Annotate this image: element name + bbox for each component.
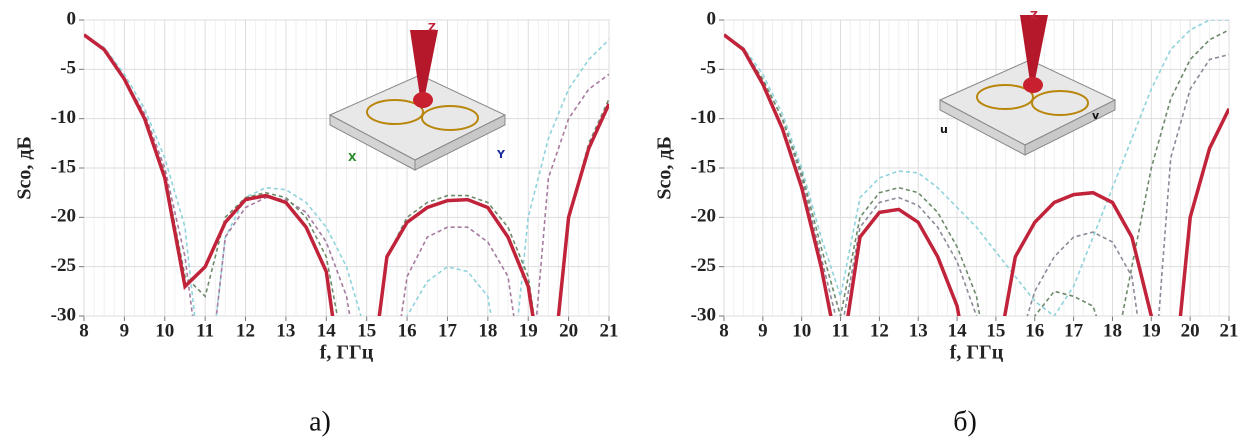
x-tick-label: 19 — [519, 320, 538, 341]
inset-label: u — [940, 123, 948, 136]
caption: а) — [309, 406, 331, 437]
x-tick-label: 11 — [196, 320, 214, 341]
inset-loop — [1031, 90, 1089, 116]
y-tick-label: -10 — [691, 107, 716, 128]
x-tick-label: 9 — [758, 320, 768, 341]
inset-loop — [366, 99, 424, 125]
inset-loop — [421, 105, 479, 131]
x-tick-label: 14 — [317, 320, 337, 341]
x-tick-label: 21 — [1220, 320, 1239, 341]
x-tick-label: 16 — [398, 320, 417, 341]
x-tick-label: 12 — [870, 320, 889, 341]
x-tick-label: 9 — [120, 320, 130, 341]
y-tick-label: -20 — [691, 206, 716, 227]
series-line — [84, 34, 609, 316]
x-tick-label: 11 — [832, 320, 850, 341]
inset-lobe-base — [1023, 77, 1043, 93]
x-tick-label: 20 — [1181, 320, 1200, 341]
x-axis-title: f, ГГц — [320, 342, 374, 364]
y-tick-label: 0 — [67, 8, 77, 29]
inset-box-side — [414, 114, 506, 171]
x-tick-label: 15 — [357, 320, 376, 341]
x-tick-label: 10 — [155, 320, 174, 341]
x-tick-label: 14 — [948, 320, 968, 341]
plot-lines — [724, 20, 1229, 316]
y-tick-label: -15 — [51, 156, 76, 177]
x-tick-label: 16 — [1025, 320, 1044, 341]
y-tick-label: -25 — [691, 255, 716, 276]
inset-box-side — [1024, 99, 1116, 156]
x-tick-label: 18 — [478, 320, 497, 341]
plot-lines — [84, 33, 609, 316]
x-axis-title: f, ГГц — [950, 342, 1004, 364]
inset-label: Z — [1030, 9, 1038, 22]
x-tick-label: 17 — [438, 320, 458, 341]
y-axis-title: Sco, дБ — [14, 136, 36, 199]
caption: б) — [953, 406, 977, 437]
y-tick-label: -30 — [51, 304, 76, 325]
y-tick-label: -5 — [700, 58, 716, 79]
y-tick-label: -15 — [691, 156, 716, 177]
inset-label: Y — [496, 148, 506, 161]
x-tick-label: 18 — [1103, 320, 1122, 341]
y-axis-title: Sco, дБ — [654, 136, 676, 199]
inset-lobe-base — [413, 92, 433, 108]
x-tick-label: 19 — [1142, 320, 1161, 341]
x-tick-label: 10 — [792, 320, 811, 341]
inset-label: X — [348, 151, 357, 164]
x-tick-label: 8 — [79, 320, 89, 341]
series-line — [724, 33, 1229, 316]
series-line — [84, 34, 609, 316]
inset-loop — [976, 84, 1034, 110]
series-line — [84, 33, 609, 316]
x-tick-label: 13 — [276, 320, 295, 341]
y-tick-label: -25 — [51, 255, 76, 276]
series-line — [724, 29, 1229, 316]
inset-label: Z — [428, 21, 436, 34]
x-tick-label: 12 — [236, 320, 255, 341]
inset-label: v — [1092, 109, 1100, 122]
x-tick-label: 20 — [559, 320, 578, 341]
x-tick-label: 13 — [909, 320, 928, 341]
x-tick-label: 8 — [719, 320, 729, 341]
y-tick-label: -30 — [691, 304, 716, 325]
y-tick-label: 0 — [707, 8, 717, 29]
inset-lobe — [410, 30, 438, 110]
x-tick-label: 15 — [986, 320, 1005, 341]
y-tick-label: -10 — [51, 107, 76, 128]
series-line — [724, 20, 1229, 316]
y-tick-label: -20 — [51, 206, 76, 227]
x-tick-label: 21 — [600, 320, 619, 341]
y-tick-label: -5 — [60, 58, 76, 79]
x-tick-label: 17 — [1064, 320, 1084, 341]
inset-lobe — [1020, 15, 1048, 95]
